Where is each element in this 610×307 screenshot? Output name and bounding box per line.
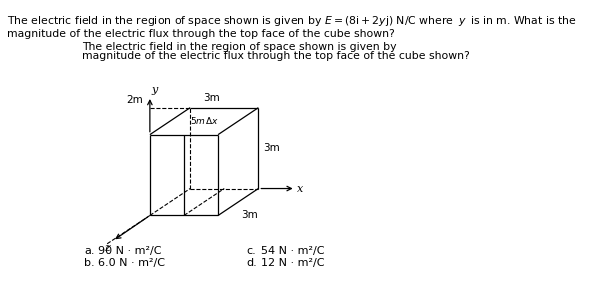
Text: x: x: [297, 184, 303, 193]
Text: a.: a.: [84, 246, 95, 256]
Text: z: z: [104, 243, 110, 253]
Text: b.: b.: [84, 258, 95, 268]
Text: The electric field in the region of space shown is given by $E = (8\mathrm{i} + : The electric field in the region of spac…: [7, 14, 577, 28]
Text: d.: d.: [247, 258, 257, 268]
Text: $\mathit{5m\,\Delta x}$: $\mathit{5m\,\Delta x}$: [190, 115, 218, 126]
Text: 3m: 3m: [263, 143, 280, 154]
Text: 3m: 3m: [242, 210, 258, 220]
Text: The electric field in the region of space shown is given by: The electric field in the region of spac…: [82, 42, 402, 52]
Text: 3m: 3m: [204, 93, 220, 103]
Text: 2m: 2m: [126, 95, 143, 105]
Text: magnitude of the electric flux through the top face of the cube shown?: magnitude of the electric flux through t…: [82, 51, 470, 61]
Text: c.: c.: [247, 246, 256, 256]
Text: magnitude of the electric flux through the top face of the cube shown?: magnitude of the electric flux through t…: [7, 29, 395, 39]
Text: 12 N · m²/C: 12 N · m²/C: [260, 258, 324, 268]
Text: 6.0 N · m²/C: 6.0 N · m²/C: [98, 258, 165, 268]
Text: 90 N · m²/C: 90 N · m²/C: [98, 246, 162, 256]
Text: y: y: [151, 85, 157, 95]
Text: 54 N · m²/C: 54 N · m²/C: [260, 246, 324, 256]
